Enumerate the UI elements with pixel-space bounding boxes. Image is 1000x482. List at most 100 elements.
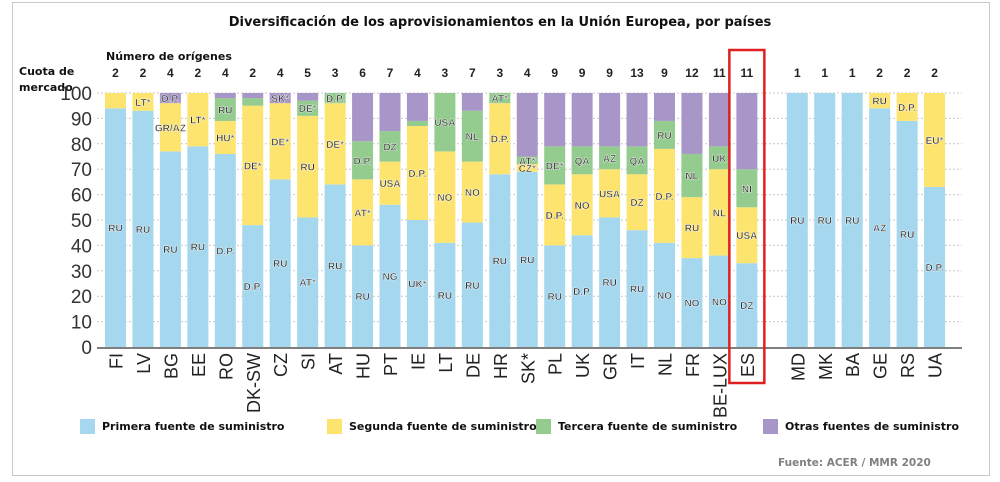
origins-count: 2 [931, 66, 938, 80]
segment-label: D.P. [655, 192, 673, 203]
legend-swatch-third [536, 419, 551, 434]
segment-label: NO [657, 291, 672, 302]
segment-label: USA [434, 118, 455, 129]
bar-segment-si-4 [297, 93, 319, 101]
bar-segment-ro-3 [214, 98, 236, 121]
bar-segment-pl-2 [544, 184, 566, 246]
source-note: Fuente: ACER / MMR 2020 [778, 457, 931, 469]
origins-count: 4 [167, 66, 174, 80]
bar-segment-pl-1 [544, 245, 566, 347]
bar-segment-nl-2 [654, 148, 675, 243]
bar-segment-pl-4 [544, 93, 566, 147]
category-label: MD [788, 353, 808, 381]
legend-label-second: Segunda fuente de suministro [349, 420, 537, 433]
bar-segment-uk-4 [571, 93, 593, 147]
bar-segment-fr-3 [681, 153, 703, 198]
bar-segment-it-1 [626, 230, 648, 347]
bar-segment-it-3 [626, 146, 648, 175]
segment-label: SK* [271, 94, 289, 105]
bar-segment-pt-1 [379, 204, 401, 347]
bar-segment-dk-sw-3 [242, 98, 264, 106]
segment-label: AT* [492, 94, 509, 105]
bar-segment-it-2 [626, 174, 648, 231]
legend-item-third-source: Tercera fuente de suministro [536, 419, 737, 434]
bar-segment-be-lux-3 [708, 146, 730, 170]
origins-count: 5 [304, 66, 311, 80]
bar-segment-ie-3 [406, 120, 428, 127]
bar-segment-hu-4 [352, 93, 374, 142]
bar-segment-ee-1 [187, 146, 209, 347]
segment-label: DZ [740, 301, 753, 312]
segment-label: DE* [299, 104, 317, 115]
y-tick-label: 40 [71, 236, 92, 257]
legend-swatch-first [80, 419, 95, 434]
segment-label: D.P. [353, 156, 371, 167]
y-axis-label: Cuota de mercado [19, 64, 74, 96]
segment-label: RU [136, 225, 150, 236]
bar-segment-lt-1 [434, 242, 456, 347]
origins-count: 13 [630, 66, 644, 80]
bar-segment-uk-3 [571, 146, 593, 175]
bar-segment-fr-2 [681, 197, 703, 259]
bar-segment-si-2 [297, 115, 319, 218]
bar-segment-ua-2 [924, 93, 946, 187]
legend-label-first: Primera fuente de suministro [102, 420, 285, 433]
bar-segment-gr-1 [599, 217, 621, 347]
bar-segment-be-lux-2 [708, 169, 730, 256]
bar-segment-ee-2 [187, 93, 209, 147]
origins-count: 2 [249, 66, 256, 80]
bar-segment-it-4 [626, 93, 648, 147]
category-label: RO [216, 353, 236, 380]
bar-segment-cz-4 [269, 93, 291, 104]
bar-segment-at-2 [324, 103, 346, 185]
category-label: BG [161, 353, 181, 379]
segment-label: DZ [383, 142, 396, 153]
origins-count: 3 [332, 66, 339, 80]
origins-header: Número de orígenes [106, 50, 232, 63]
bar-segment-si-1 [297, 217, 319, 347]
segment-label: RU [520, 255, 534, 266]
chart-title: Diversificación de los aprovisionamiento… [228, 15, 772, 30]
segment-label: DE* [271, 137, 289, 148]
bar-segment-hr-2 [489, 103, 511, 175]
bar-segment-ro-1 [214, 153, 236, 347]
bar-segment-si-3 [297, 100, 319, 116]
category-label: NL [656, 353, 676, 376]
segment-label: D.P. [573, 287, 591, 298]
segment-label: RU [465, 281, 479, 292]
origins-count: 1 [849, 66, 856, 80]
segment-label: LT* [190, 116, 205, 127]
bar-segment-sk*-1 [516, 171, 538, 347]
y-tick-label: 50 [71, 211, 92, 232]
segment-label: AT* [299, 278, 316, 289]
legend-label-other: Otras fuentes de suministro [785, 420, 960, 433]
origins-count: 4 [414, 66, 421, 80]
category-label: HR [491, 353, 511, 379]
y-axis-label-line2: mercado [19, 81, 73, 94]
bar-segment-ge-2 [869, 93, 891, 109]
category-label: ES [738, 353, 758, 377]
bar-segment-lv-1 [132, 110, 154, 347]
origins-count: 3 [442, 66, 449, 80]
bar-segment-ie-1 [406, 220, 428, 347]
bar-segment-cz-2 [269, 103, 291, 180]
bar-segment-ge-1 [869, 108, 891, 348]
bar-segment-hr-1 [489, 174, 511, 347]
origins-count: 9 [579, 66, 586, 80]
origins-count: 2 [195, 66, 202, 80]
legend-item-first-source: Primera fuente de suministro [80, 419, 284, 434]
origins-count: 1 [794, 66, 801, 80]
bar-segment-nl-4 [654, 93, 675, 121]
bar-segment-lt-3 [434, 93, 456, 152]
category-label: BA [843, 353, 863, 377]
bar-segment-ua-1 [924, 186, 946, 347]
segment-label: RU [273, 259, 287, 270]
segment-label: RU [493, 257, 507, 268]
bar-segment-dk-sw-1 [242, 225, 264, 347]
segment-label: RU [845, 216, 859, 227]
bar-segment-rs-2 [896, 93, 918, 121]
segment-label: HU* [216, 133, 234, 144]
category-label: GE [871, 353, 891, 379]
category-label: MK [816, 353, 836, 380]
